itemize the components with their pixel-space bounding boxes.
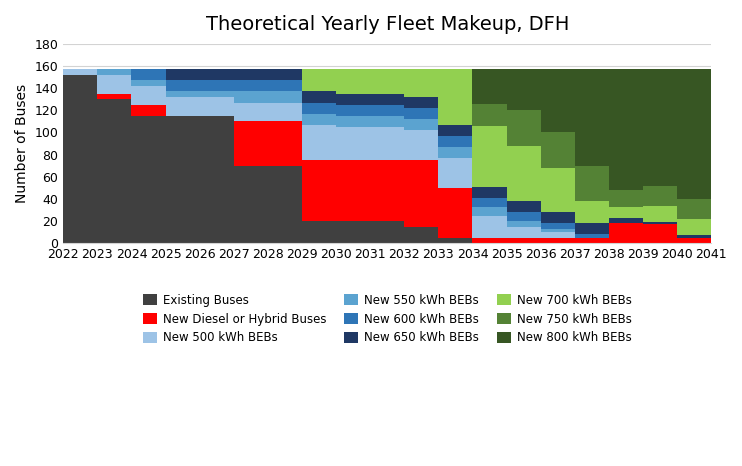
- Y-axis label: Number of Buses: Number of Buses: [15, 84, 29, 203]
- Title: Theoretical Yearly Fleet Makeup, DFH: Theoretical Yearly Fleet Makeup, DFH: [206, 15, 569, 34]
- Legend: Existing Buses, New Diesel or Hybrid Buses, New 500 kWh BEBs, New 550 kWh BEBs, : Existing Buses, New Diesel or Hybrid Bus…: [138, 289, 637, 349]
